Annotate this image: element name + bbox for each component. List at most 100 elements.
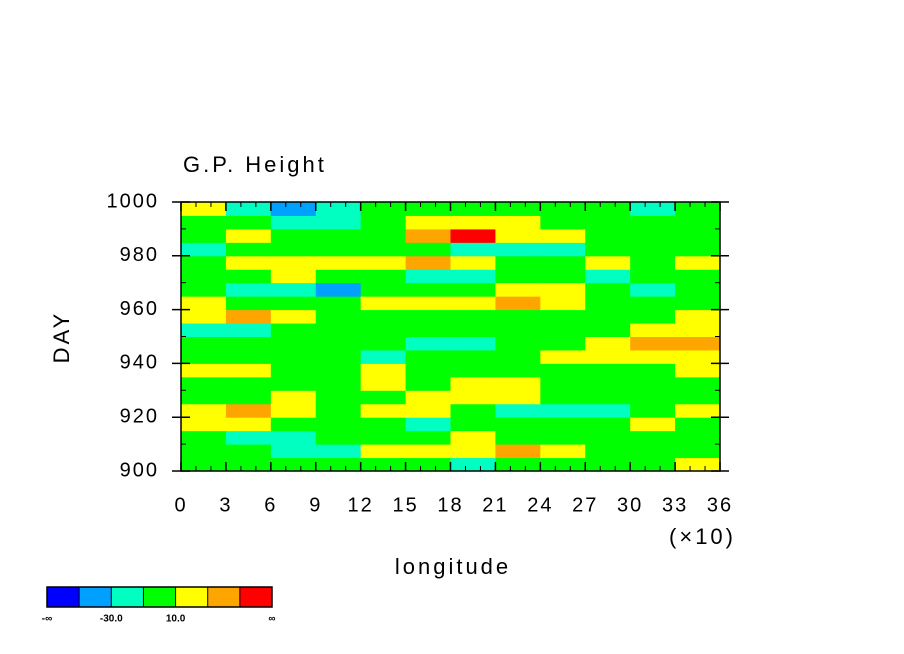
contour-cell	[630, 269, 676, 284]
contour-cell	[405, 269, 451, 284]
x-tick-label: 6	[264, 494, 277, 516]
contour-cell	[450, 403, 496, 418]
contour-cell	[540, 323, 586, 337]
contour-cell	[585, 376, 631, 391]
y-tick-label: 920	[120, 405, 159, 427]
contour-cell	[360, 309, 407, 324]
contour-cell	[630, 255, 676, 270]
contour-cell	[270, 376, 317, 391]
contour-cell	[360, 228, 407, 243]
contour-cell	[405, 457, 451, 472]
contour-cell	[360, 403, 407, 418]
contour-cell	[495, 202, 541, 216]
colorbar-label: ∞	[268, 614, 275, 625]
contour-cell	[315, 363, 362, 378]
contour-cell	[360, 296, 407, 311]
contour-cell	[360, 376, 407, 391]
contour-cell	[360, 215, 407, 230]
contour-cell	[585, 444, 631, 459]
contour-cell	[495, 349, 541, 364]
contour-cell	[585, 349, 631, 364]
contour-cell	[181, 215, 227, 230]
contour-cell	[450, 202, 496, 216]
contour-cell	[630, 403, 676, 418]
x-tick-label: 33	[662, 494, 688, 516]
contour-cell	[630, 457, 676, 472]
contour-cell	[225, 430, 272, 445]
contour-cell	[540, 228, 586, 243]
contour-cell	[630, 390, 676, 405]
contour-cell	[225, 296, 272, 311]
contour-cell	[181, 363, 227, 378]
contour-cell	[495, 242, 541, 257]
x-tick-label: 27	[572, 494, 598, 516]
contour-cell	[360, 242, 407, 257]
contour-cell	[360, 255, 407, 270]
x-axis-label: longitude	[395, 554, 511, 579]
contour-cell	[315, 255, 362, 270]
contour-cell	[225, 390, 272, 405]
contour-cell	[585, 430, 631, 445]
contour-cell	[360, 282, 407, 297]
contour-cell	[450, 336, 496, 351]
contour-cell	[225, 336, 272, 351]
x-scale-label: (×10)	[669, 524, 736, 549]
y-tick-label: 900	[120, 459, 159, 481]
contour-cell	[585, 417, 631, 432]
contour-cell	[405, 390, 451, 405]
contour-cell	[225, 349, 272, 364]
contour-cell	[495, 309, 541, 324]
contour-cell	[181, 390, 227, 405]
contour-cell	[585, 296, 631, 311]
contour-cell	[495, 296, 541, 311]
contour-cell	[270, 417, 317, 432]
contour-cell	[540, 444, 586, 459]
colorbar-label: -30.0	[100, 614, 123, 625]
y-tick-label: 1000	[107, 190, 160, 212]
contour-cell	[675, 444, 721, 459]
chart-title: G.P. Height	[183, 152, 327, 177]
contour-cell	[675, 336, 721, 351]
x-tick-label: 9	[309, 494, 322, 516]
contour-cell	[540, 215, 586, 230]
contour-cell	[675, 323, 721, 337]
x-tick-label: 12	[348, 494, 374, 516]
contour-cell	[495, 336, 541, 351]
y-tick-label: 940	[120, 352, 159, 374]
contour-cell	[181, 242, 227, 257]
contour-cell	[270, 390, 317, 405]
contour-cell	[225, 242, 272, 257]
contour-cell	[450, 255, 496, 270]
contour-cell	[630, 363, 676, 378]
contour-cell	[585, 309, 631, 324]
contour-cell	[405, 444, 451, 459]
contour-cell	[540, 417, 586, 432]
contour-cell	[360, 269, 407, 284]
contour-cell	[630, 417, 676, 432]
contour-cell	[675, 390, 721, 405]
contour-cell	[675, 269, 721, 284]
contour-cell	[405, 228, 451, 243]
x-tick-label: 24	[527, 494, 553, 516]
contour-cell	[270, 309, 317, 324]
contour-cell	[270, 242, 317, 257]
contour-cell	[270, 323, 317, 337]
contour-cell	[315, 403, 362, 418]
contour-cell	[495, 403, 541, 418]
contour-cell	[495, 376, 541, 391]
contour-cell	[360, 390, 407, 405]
contour-cell	[540, 363, 586, 378]
contour-cell	[675, 457, 721, 472]
contour-cell	[315, 376, 362, 391]
contour-cell	[630, 202, 676, 216]
contour-cell	[495, 269, 541, 284]
contour-cell	[495, 430, 541, 445]
contour-cell	[315, 390, 362, 405]
contour-cell	[181, 417, 227, 432]
x-tick-label: 36	[707, 494, 733, 516]
contour-cell	[270, 215, 317, 230]
contour-cell	[585, 323, 631, 337]
contour-cell	[315, 282, 362, 297]
contour-cell	[630, 376, 676, 391]
